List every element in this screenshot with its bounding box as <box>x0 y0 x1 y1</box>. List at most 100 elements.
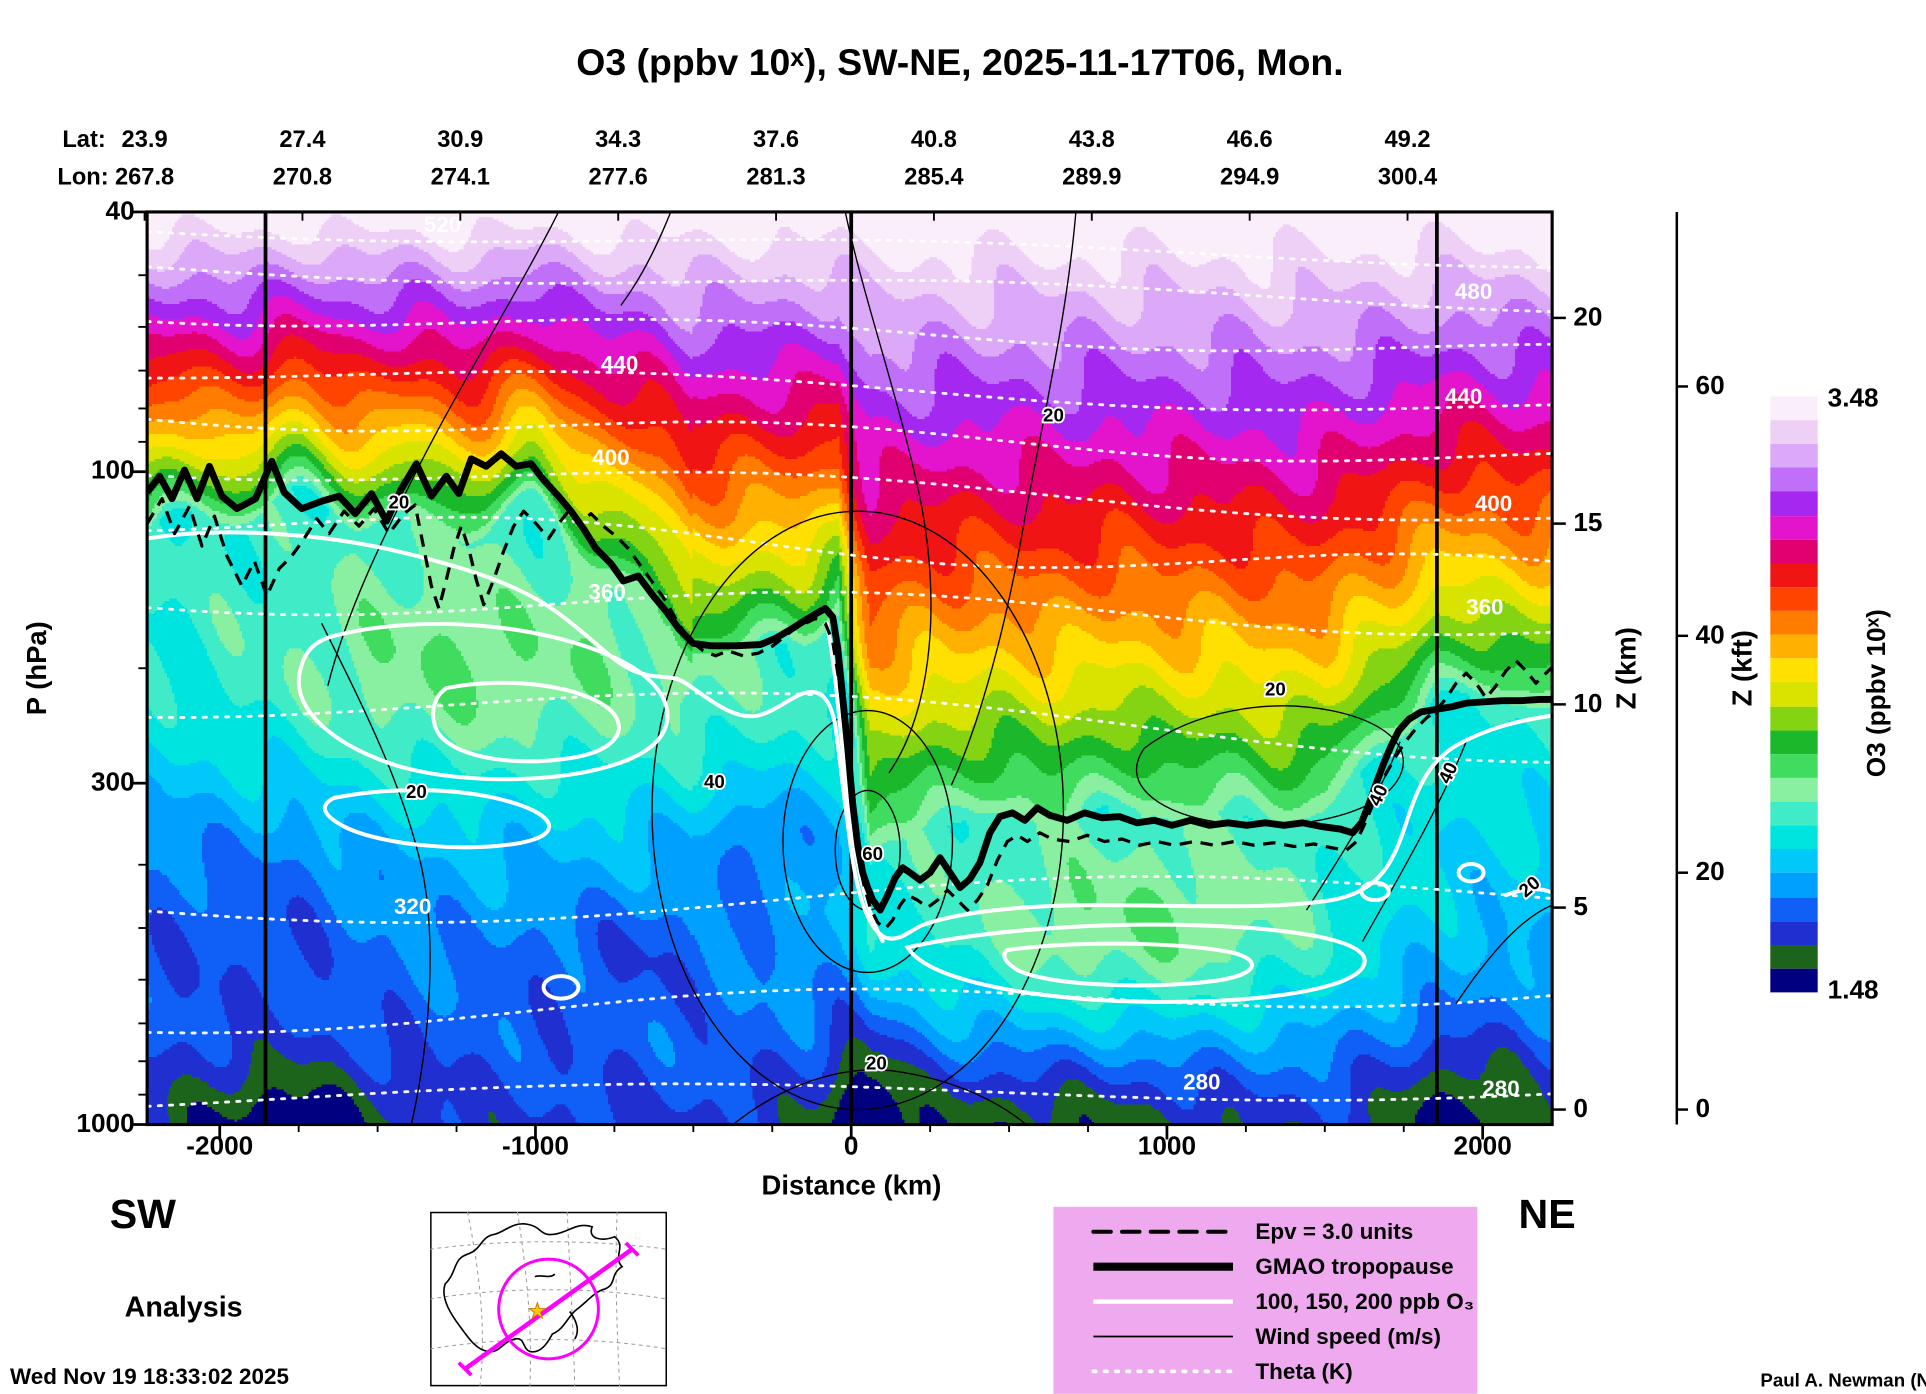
colorbar-segment <box>1770 920 1818 945</box>
colorbar-title: O3 (ppbv 10ˣ) <box>1862 609 1892 778</box>
lat-row-label: Lat: <box>62 127 106 154</box>
lon-value: 270.8 <box>272 164 333 191</box>
colorbar-segment <box>1770 730 1818 754</box>
credit: Paul A. Newman (NASA <box>1760 1370 1926 1392</box>
pressure-tick-label: 1000 <box>76 1109 135 1139</box>
colorbar-segment <box>1770 944 1818 969</box>
z-km-tick-label: 5 <box>1573 892 1588 922</box>
distance-tick-label: 2000 <box>1453 1132 1512 1161</box>
colorbar-segment <box>1770 610 1818 635</box>
lon-value: 294.9 <box>1220 164 1280 191</box>
distance-tick-label: -2000 <box>186 1132 254 1161</box>
colorbar-segment <box>1770 706 1818 731</box>
map-range-circle <box>497 1257 600 1361</box>
map-transect-line <box>463 1247 634 1371</box>
legend-item-label: GMAO tropopause <box>1255 1253 1454 1279</box>
lon-row-label: Lon: <box>57 164 109 191</box>
lat-value: 30.9 <box>437 127 484 154</box>
lat-value: 49.2 <box>1384 127 1431 154</box>
legend-item: GMAO tropopause <box>1088 1253 1454 1279</box>
map-transect-sw-tick <box>457 1361 473 1377</box>
lon-value: 267.8 <box>114 164 175 191</box>
legend-item: Theta (K) <box>1088 1358 1353 1384</box>
legend-item-label: 100, 150, 200 ppb O₃ <box>1255 1288 1475 1314</box>
distance-tick-label: -1000 <box>501 1132 569 1161</box>
colorbar-max-label: 3.48 <box>1827 383 1879 413</box>
legend-item: 100, 150, 200 ppb O₃ <box>1088 1288 1475 1314</box>
colorbar-segment <box>1770 897 1818 921</box>
legend-item: Epv = 3.0 units <box>1088 1219 1413 1244</box>
lat-value: 34.3 <box>595 127 642 154</box>
z-kft-tick-label: 40 <box>1695 620 1725 650</box>
map-border <box>430 1211 667 1387</box>
pressure-tick-label: 300 <box>90 768 135 797</box>
z-km-tick-label: 10 <box>1573 689 1603 719</box>
analysis-label: Analysis <box>124 1290 243 1323</box>
z-km-tick-label: 15 <box>1573 508 1603 538</box>
colorbar-segment <box>1770 467 1818 492</box>
colorbar-segment <box>1770 873 1818 898</box>
plot-title: O3 (ppbv 10ˣ), SW-NE, 2025-11-17T06, Mon… <box>576 42 1344 84</box>
legend-sample-thin-line <box>1093 1335 1233 1338</box>
lon-value: 285.4 <box>904 164 964 191</box>
lon-value: 274.1 <box>430 164 490 191</box>
colorbar-segment <box>1770 587 1818 611</box>
lon-value: 277.6 <box>588 164 648 191</box>
lat-value: 27.4 <box>279 127 326 154</box>
pressure-tick-label: 100 <box>90 456 135 486</box>
distance-axis-title: Distance (km) <box>761 1169 942 1201</box>
legend: Epv = 3.0 units GMAO tropopause 100, 150, … <box>1053 1206 1478 1394</box>
lat-value: 46.6 <box>1226 127 1273 154</box>
lat-value: 23.9 <box>121 127 168 154</box>
colorbar-segment <box>1770 753 1818 778</box>
colorbar-segment <box>1770 539 1818 564</box>
lon-value: 281.3 <box>746 164 806 191</box>
o3-filled-contour-field <box>147 211 1553 1125</box>
colorbar-segment <box>1770 801 1818 826</box>
z-km-tick-label: 20 <box>1573 302 1603 332</box>
map-graticule <box>430 1211 667 1387</box>
sw-endpoint-label: SW <box>109 1190 176 1237</box>
colorbar-min-label: 1.48 <box>1827 976 1879 1005</box>
map-inset: ★ <box>430 1211 667 1387</box>
timestamp: Wed Nov 19 18:33:02 2025 <box>9 1363 289 1389</box>
colorbar-segment <box>1770 825 1818 850</box>
colorbar-segment <box>1770 682 1818 707</box>
colorbar-segment <box>1770 396 1818 421</box>
legend-item-label: Wind speed (m/s) <box>1255 1323 1442 1349</box>
legend-sample-dotted-line <box>1091 1369 1235 1374</box>
colorbar-segment <box>1770 420 1818 444</box>
z-kft-tick-label: 20 <box>1695 857 1725 887</box>
pressure-tick-label: 40 <box>105 196 135 226</box>
colorbar-segment <box>1770 849 1818 874</box>
z-km-tick-label: 0 <box>1573 1094 1588 1124</box>
legend-sample-white-line <box>1093 1299 1233 1304</box>
z-kft-tick-label: 0 <box>1695 1094 1711 1124</box>
map-coastline <box>443 1223 624 1353</box>
colorbar-segment <box>1770 443 1818 468</box>
pressure-axis-title: P (hPa) <box>21 621 53 716</box>
ne-endpoint-label: NE <box>1518 1190 1576 1237</box>
colorbar-segment <box>1770 968 1818 993</box>
colorbar-segment <box>1770 658 1818 683</box>
z-kft-tick-label: 60 <box>1695 371 1725 401</box>
legend-item: Wind speed (m/s) <box>1088 1323 1442 1349</box>
colorbar-segment <box>1770 563 1818 588</box>
lon-value: 300.4 <box>1377 164 1438 191</box>
legend-sample-dashed-line <box>1091 1229 1235 1234</box>
colorbar-segment <box>1770 491 1818 516</box>
distance-tick-label: 1000 <box>1137 1132 1197 1161</box>
colorbar-segment <box>1770 634 1818 659</box>
lon-value: 289.9 <box>1062 164 1122 191</box>
distance-tick-label: 0 <box>843 1132 859 1161</box>
z-kft-axis-title: Z (kft) <box>1726 630 1758 707</box>
lat-value: 43.8 <box>1068 127 1115 154</box>
map-transect-ne-tick <box>624 1241 640 1257</box>
legend-item-label: Theta (K) <box>1255 1358 1353 1384</box>
lat-value: 37.6 <box>752 127 800 154</box>
colorbar-segment <box>1770 515 1818 540</box>
legend-sample-thick-line <box>1093 1262 1233 1271</box>
map-center-star-icon: ★ <box>528 1300 547 1323</box>
legend-item-label: Epv = 3.0 units <box>1255 1218 1414 1244</box>
